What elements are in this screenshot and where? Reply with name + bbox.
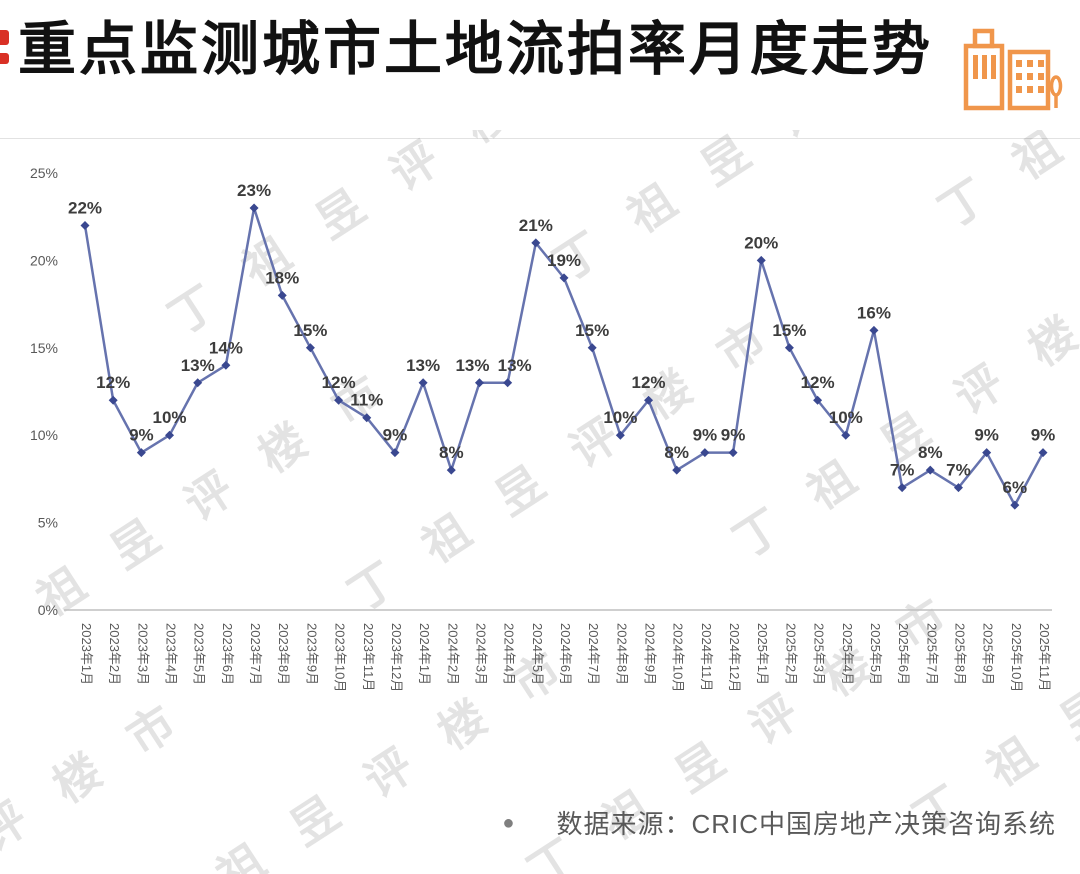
svg-text:2025年11月: 2025年11月 (1037, 623, 1052, 691)
red-accent-bar (0, 30, 9, 45)
svg-text:2025年7月: 2025年7月 (924, 623, 939, 685)
svg-text:2024年9月: 2024年9月 (643, 623, 658, 685)
svg-text:2024年6月: 2024年6月 (558, 623, 573, 685)
svg-text:21%: 21% (519, 216, 553, 235)
svg-text:13%: 13% (498, 356, 532, 375)
svg-text:2025年6月: 2025年6月 (896, 623, 911, 685)
data-labels: 22%12%9%10%13%14%23%18%15%12%11%9%13%8%1… (68, 181, 1055, 497)
svg-text:10%: 10% (30, 427, 58, 443)
svg-text:18%: 18% (265, 268, 299, 287)
svg-text:0%: 0% (38, 602, 58, 618)
svg-text:2023年11月: 2023年11月 (361, 623, 376, 691)
svg-text:2023年4月: 2023年4月 (164, 623, 179, 685)
svg-text:2024年3月: 2024年3月 (473, 623, 488, 685)
svg-text:12%: 12% (632, 373, 666, 392)
header: 重点监测城市土地流拍率月度走势 (0, 0, 1080, 114)
page-title: 重点监测城市土地流拍率月度走势 (18, 17, 934, 82)
svg-text:12%: 12% (96, 373, 130, 392)
data-source-text: 数据来源：CRIC中国房地产决策咨询系统 (556, 809, 1056, 839)
svg-text:19%: 19% (547, 251, 581, 270)
svg-text:2023年3月: 2023年3月 (135, 623, 150, 685)
svg-text:8%: 8% (664, 443, 689, 462)
svg-text:15%: 15% (772, 321, 806, 340)
x-axis-labels: 2023年1月 2023年2月 2023年3月 2023年4月 2023年5月 2023年… (79, 623, 1052, 692)
svg-text:15%: 15% (293, 321, 327, 340)
svg-text:9%: 9% (721, 426, 746, 445)
svg-text:9%: 9% (1031, 426, 1056, 445)
svg-text:2023年12月: 2023年12月 (389, 623, 404, 692)
svg-text:8%: 8% (918, 443, 943, 462)
svg-text:10%: 10% (603, 408, 637, 427)
svg-text:2025年3月: 2025年3月 (812, 623, 827, 685)
svg-text:2024年5月: 2024年5月 (530, 623, 545, 685)
svg-text:22%: 22% (68, 198, 102, 217)
svg-text:23%: 23% (237, 181, 271, 200)
svg-text:2023年8月: 2023年8月 (276, 623, 291, 685)
svg-text:15%: 15% (30, 340, 58, 356)
svg-text:2025年9月: 2025年9月 (981, 623, 996, 685)
svg-text:9%: 9% (129, 426, 154, 445)
svg-text:2024年4月: 2024年4月 (502, 623, 517, 685)
svg-text:2025年5月: 2025年5月 (868, 623, 883, 685)
header-divider (0, 138, 1080, 139)
svg-text:9%: 9% (693, 426, 718, 445)
svg-text:2023年6月: 2023年6月 (220, 623, 235, 685)
y-axis-labels: 0% 5% 10% 15% 20% 25% (30, 165, 58, 618)
svg-text:20%: 20% (744, 233, 778, 252)
svg-text:2024年11月: 2024年11月 (699, 623, 714, 691)
svg-text:13%: 13% (181, 356, 215, 375)
svg-text:9%: 9% (383, 426, 408, 445)
svg-text:13%: 13% (455, 356, 489, 375)
svg-text:5%: 5% (38, 515, 58, 531)
svg-text:8%: 8% (439, 443, 464, 462)
svg-text:2025年2月: 2025年2月 (783, 623, 798, 685)
red-accent-bar (0, 53, 9, 64)
svg-text:10%: 10% (829, 408, 863, 427)
svg-text:2024年10月: 2024年10月 (671, 623, 686, 692)
svg-text:2025年8月: 2025年8月 (952, 623, 967, 685)
svg-text:20%: 20% (30, 252, 58, 268)
svg-text:2024年12月: 2024年12月 (727, 623, 742, 692)
svg-text:25%: 25% (30, 165, 58, 181)
svg-text:2023年1月: 2023年1月 (79, 623, 94, 685)
svg-text:2023年2月: 2023年2月 (107, 623, 122, 685)
svg-text:7%: 7% (946, 461, 971, 480)
svg-text:16%: 16% (857, 303, 891, 322)
svg-text:10%: 10% (153, 408, 187, 427)
svg-text:2025年10月: 2025年10月 (1009, 623, 1024, 692)
svg-text:2025年4月: 2025年4月 (840, 623, 855, 685)
svg-text:6%: 6% (1003, 478, 1028, 497)
svg-text:2024年2月: 2024年2月 (445, 623, 460, 685)
svg-text:2024年1月: 2024年1月 (417, 623, 432, 685)
svg-text:2024年8月: 2024年8月 (614, 623, 629, 685)
dot-icon: ● (502, 811, 515, 834)
svg-text:12%: 12% (322, 373, 356, 392)
svg-text:7%: 7% (890, 461, 915, 480)
data-markers (80, 203, 1048, 510)
svg-text:2023年7月: 2023年7月 (248, 623, 263, 685)
red-accent-mark (0, 30, 10, 72)
buildings-icon (952, 16, 1064, 114)
svg-text:12%: 12% (801, 373, 835, 392)
svg-text:2025年1月: 2025年1月 (755, 623, 770, 685)
line-chart: 0%5%10%15%20%25%22%12%9%10%13%14%23%18%1… (30, 165, 1055, 692)
svg-text:2023年10月: 2023年10月 (333, 623, 348, 692)
svg-text:2023年5月: 2023年5月 (192, 623, 207, 685)
svg-text:15%: 15% (575, 321, 609, 340)
svg-text:2024年7月: 2024年7月 (586, 623, 601, 685)
svg-text:13%: 13% (406, 356, 440, 375)
svg-text:11%: 11% (350, 391, 383, 410)
chart-area: 0% 5% 10% 15% 20% 25% 22% 12% 9% 10% 13% 14% 23% 18% 1… (0, 153, 1080, 738)
svg-text:2023年9月: 2023年9月 (304, 623, 319, 685)
svg-text:9%: 9% (974, 426, 999, 445)
svg-text:14%: 14% (209, 338, 243, 357)
footer: ● 数据来源：CRIC中国房地产决策咨询系统 (0, 804, 1080, 841)
